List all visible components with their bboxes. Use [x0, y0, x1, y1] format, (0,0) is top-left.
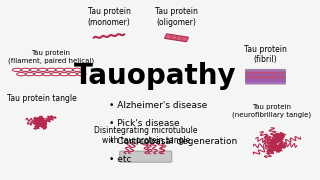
FancyBboxPatch shape: [245, 71, 286, 77]
Text: • Corticobasal degeneration: • Corticobasal degeneration: [109, 137, 237, 146]
Text: Tau protein
(filament, paired helical): Tau protein (filament, paired helical): [8, 50, 94, 64]
Text: • Pick's disease: • Pick's disease: [109, 119, 180, 128]
FancyBboxPatch shape: [120, 151, 172, 162]
Text: Disintegrating microtubule
with tau protein tangle: Disintegrating microtubule with tau prot…: [94, 126, 197, 145]
FancyBboxPatch shape: [245, 69, 286, 75]
Text: Tau protein
(oligomer): Tau protein (oligomer): [155, 7, 198, 27]
Text: Tau protein tangle: Tau protein tangle: [7, 94, 76, 103]
Text: Tau protein
(monomer): Tau protein (monomer): [88, 7, 131, 27]
FancyBboxPatch shape: [245, 78, 286, 84]
Circle shape: [131, 142, 136, 145]
Text: Tau protein
(neurofibrillary tangle): Tau protein (neurofibrillary tangle): [232, 104, 311, 118]
Circle shape: [154, 140, 159, 143]
Circle shape: [136, 140, 140, 143]
Circle shape: [149, 142, 155, 145]
Text: • etc: • etc: [109, 155, 132, 164]
FancyBboxPatch shape: [180, 37, 183, 40]
Text: Tau protein
(fibril): Tau protein (fibril): [244, 45, 287, 64]
Circle shape: [145, 140, 150, 143]
FancyBboxPatch shape: [164, 34, 188, 42]
FancyBboxPatch shape: [245, 76, 286, 82]
Circle shape: [140, 142, 145, 145]
FancyBboxPatch shape: [245, 74, 286, 80]
Text: • Alzheimer's disease: • Alzheimer's disease: [109, 101, 207, 110]
FancyBboxPatch shape: [175, 36, 178, 40]
FancyBboxPatch shape: [170, 35, 172, 39]
Text: Tauopathy: Tauopathy: [74, 62, 236, 90]
